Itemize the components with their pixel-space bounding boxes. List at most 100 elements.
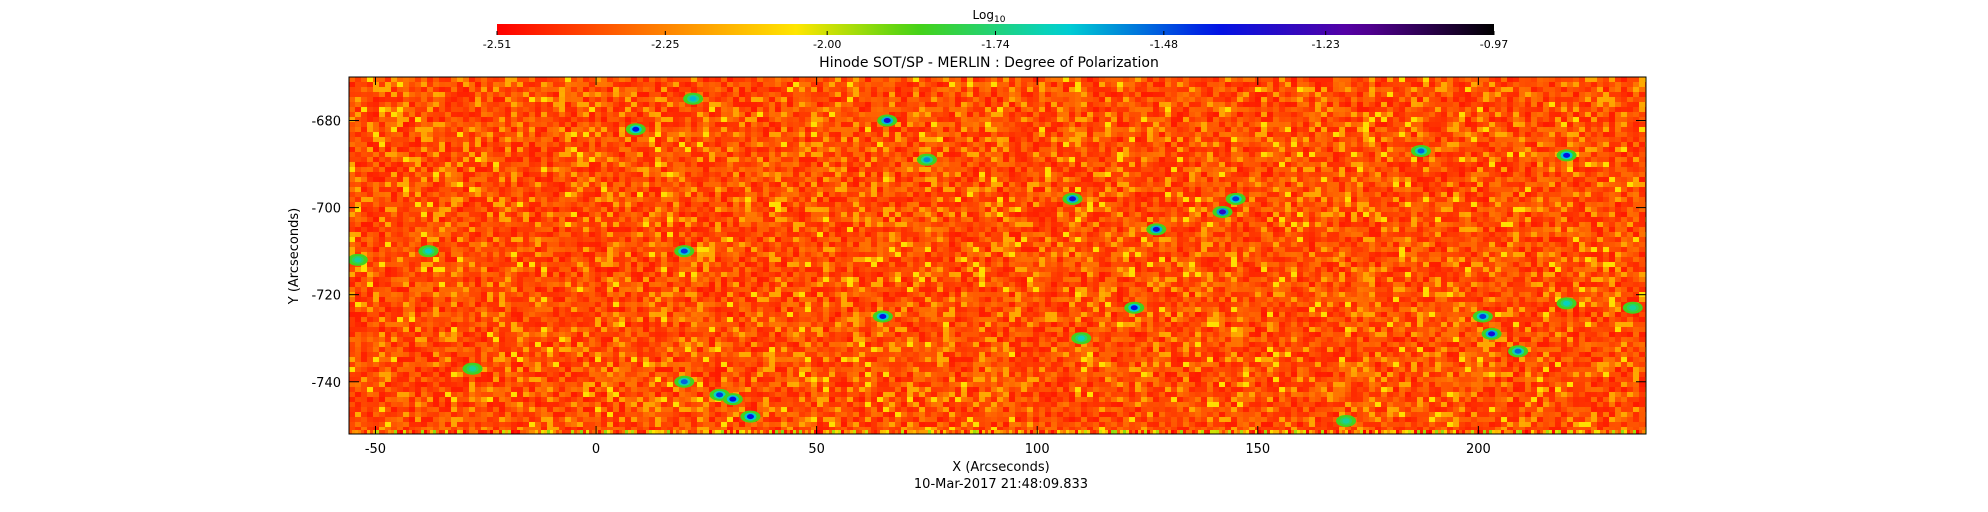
heatmap-cell [961,87,967,92]
heatmap-cell [1015,147,1021,152]
heatmap-cell [607,127,613,132]
heatmap-cell [775,92,781,97]
heatmap-cell [1435,167,1441,172]
heatmap-cell [853,102,859,107]
heatmap-cell [1147,77,1153,82]
heatmap-cell [841,157,847,162]
heatmap-cell [1621,137,1627,142]
heatmap-cell [1489,152,1495,157]
heatmap-cell [427,77,433,82]
heatmap-cell [1291,177,1297,182]
heatmap-cell [793,172,799,177]
heatmap-cell [1219,102,1225,107]
heatmap-cell [1033,157,1039,162]
heatmap-cell [565,182,571,187]
heatmap-cell [1543,122,1549,127]
heatmap-cell [1279,132,1285,137]
heatmap-cell [997,92,1003,97]
heatmap-cell [361,182,367,187]
heatmap-cell [1267,107,1273,112]
heatmap-cell [607,117,613,122]
heatmap-cell [1627,142,1633,147]
heatmap-cell [1603,167,1609,172]
heatmap-cell [835,152,841,157]
heatmap-cell [1561,147,1567,152]
heatmap-cell [1081,157,1087,162]
heatmap-cell [997,157,1003,162]
heatmap-cell [1471,82,1477,87]
heatmap-cell [373,162,379,167]
heatmap-cell [1357,182,1363,187]
heatmap-cell [1405,152,1411,157]
heatmap-cell [1381,167,1387,172]
heatmap-cell [1351,82,1357,87]
heatmap-cell [1585,147,1591,152]
heatmap-cell [1291,142,1297,147]
heatmap-cell [1417,127,1423,132]
heatmap-cell [1411,172,1417,177]
heatmap-cell [961,112,967,117]
heatmap-cell [1027,97,1033,102]
heatmap-cell [391,162,397,167]
heatmap-cell [1321,137,1327,142]
heatmap-cell [949,182,955,187]
heatmap-cell [445,107,451,112]
heatmap-cell [1411,157,1417,162]
heatmap-cell [409,127,415,132]
heatmap-cell [451,167,457,172]
heatmap-cell [1309,172,1315,177]
heatmap-cell [943,132,949,137]
heatmap-cell [1297,112,1303,117]
heatmap-cell [775,167,781,172]
heatmap-cell [1519,87,1525,92]
heatmap-cell [349,172,355,177]
heatmap-cell [355,142,361,147]
heatmap-cell [1255,102,1261,107]
heatmap-cell [475,187,481,192]
heatmap-cell [475,102,481,107]
heatmap-cell [631,87,637,92]
heatmap-cell [1507,137,1513,142]
heatmap-cell [907,152,913,157]
heatmap-cell [565,127,571,132]
heatmap-cell [715,152,721,157]
heatmap-cell [427,102,433,107]
heatmap-cell [1273,122,1279,127]
heatmap-cell [1411,182,1417,187]
heatmap-cell [601,182,607,187]
heatmap-cell [913,162,919,167]
heatmap-cell [901,122,907,127]
heatmap-cell [913,177,919,182]
heatmap-cell [1213,182,1219,187]
heatmap-cell [445,82,451,87]
heatmap-cell [1213,97,1219,102]
heatmap-cell [799,87,805,92]
heatmap-cell [1333,177,1339,182]
heatmap-cell [1507,77,1513,82]
heatmap-cell [1225,172,1231,177]
heatmap-cell [1555,117,1561,122]
heatmap-cell [1585,157,1591,162]
heatmap-cell [673,112,679,117]
heatmap-cell [1159,132,1165,137]
heatmap-cell [1033,107,1039,112]
heatmap-cell [1027,137,1033,142]
heatmap-cell [805,117,811,122]
heatmap-cell [997,182,1003,187]
heatmap-cell [553,152,559,157]
heatmap-cell [985,127,991,132]
heatmap-cell [1357,172,1363,177]
heatmap-cell [427,122,433,127]
heatmap-cell [1471,87,1477,92]
heatmap-cell [1063,107,1069,112]
heatmap-cell [451,102,457,107]
heatmap-cell [1369,82,1375,87]
heatmap-cell [769,177,775,182]
heatmap-cell [349,87,355,92]
heatmap-cell [361,112,367,117]
heatmap-cell [457,117,463,122]
heatmap-cell [523,112,529,117]
heatmap-cell [1585,152,1591,157]
heatmap-cell [925,107,931,112]
heatmap-cell [1153,182,1159,187]
